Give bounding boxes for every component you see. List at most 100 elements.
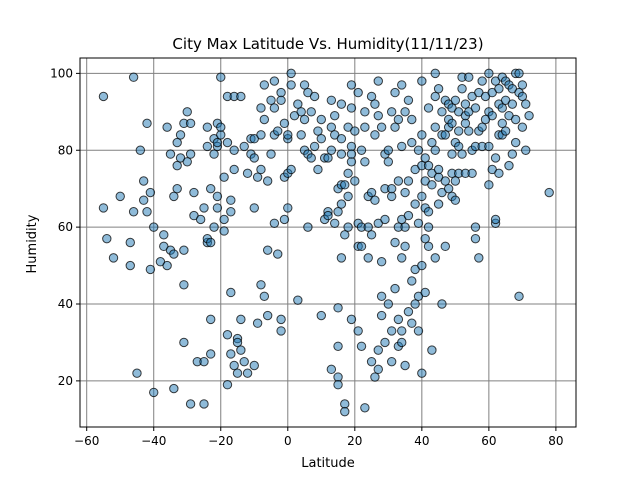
data-point [376, 122, 387, 132]
data-point [403, 306, 414, 317]
data-point [517, 122, 528, 132]
data-point [507, 149, 518, 159]
data-point [102, 233, 112, 244]
data-point [262, 245, 273, 255]
data-point [336, 149, 347, 159]
data-point [386, 107, 397, 117]
data-point [410, 199, 420, 209]
data-point [326, 95, 337, 105]
chart-title: City Max Latitude Vs. Humidity(11/11/23) [172, 35, 483, 53]
data-point [209, 149, 219, 159]
data-point [309, 141, 320, 152]
data-point [229, 360, 239, 371]
data-point [316, 310, 326, 321]
data-point [397, 141, 407, 152]
data-point [366, 91, 377, 102]
data-point [477, 76, 487, 86]
data-point [236, 91, 246, 102]
data-point [199, 203, 209, 213]
data-point [360, 403, 370, 413]
data-point [169, 191, 179, 202]
data-point [417, 368, 427, 378]
data-point [266, 95, 276, 105]
data-point [430, 145, 440, 155]
x-tick-label: 20 [347, 434, 362, 448]
data-point [413, 145, 424, 155]
data-point [333, 341, 343, 351]
data-point [497, 103, 507, 113]
data-point [128, 72, 139, 82]
data-point [380, 214, 390, 225]
x-tick-label: 80 [548, 434, 563, 448]
data-point [259, 291, 270, 302]
data-point [142, 207, 152, 217]
x-axis-label: Latitude [301, 456, 355, 471]
data-point [390, 283, 400, 294]
data-point [433, 199, 444, 209]
data-point [169, 249, 179, 259]
data-point [390, 122, 400, 132]
data-point [286, 68, 296, 79]
data-point [293, 99, 303, 109]
data-point [330, 218, 340, 228]
data-point [206, 314, 216, 325]
data-point [440, 176, 450, 186]
data-point [447, 118, 457, 129]
data-point [296, 130, 306, 140]
data-point [316, 134, 326, 144]
data-point [279, 214, 290, 225]
data-point [517, 80, 528, 90]
data-point [226, 349, 236, 359]
data-point [269, 218, 280, 228]
data-point [202, 141, 213, 152]
data-point [514, 68, 524, 79]
data-point [386, 191, 397, 202]
data-point [407, 318, 417, 328]
data-point [420, 233, 430, 244]
data-point [336, 199, 347, 209]
data-point [206, 349, 216, 359]
data-point [128, 207, 139, 217]
data-point [490, 214, 501, 225]
data-point [373, 110, 383, 121]
data-point [239, 356, 249, 367]
data-point [376, 310, 387, 321]
data-point [450, 95, 461, 105]
data-point [464, 126, 474, 136]
data-point [417, 260, 427, 271]
data-point [216, 130, 226, 140]
data-point [313, 164, 323, 175]
data-point [249, 153, 259, 163]
data-point [383, 299, 394, 309]
data-point [212, 137, 223, 148]
data-point [380, 337, 390, 348]
data-point [427, 137, 437, 148]
data-point [206, 237, 216, 248]
data-point [209, 222, 219, 232]
data-point [397, 337, 407, 348]
data-point [262, 176, 273, 186]
data-point [454, 141, 464, 152]
scatter-points [98, 68, 554, 417]
data-point [437, 107, 447, 117]
data-point [376, 291, 387, 302]
data-point [226, 287, 236, 298]
data-point [212, 191, 223, 202]
data-point [510, 137, 521, 148]
x-tick-label: −20 [208, 434, 233, 448]
data-point [336, 99, 347, 109]
data-point [276, 87, 286, 98]
data-point [283, 130, 293, 140]
data-point [326, 364, 337, 375]
data-point [474, 253, 484, 263]
data-point [360, 107, 370, 117]
data-point [303, 222, 313, 232]
data-point [340, 230, 350, 240]
data-point [366, 230, 377, 240]
data-point [470, 103, 481, 113]
data-point [108, 253, 119, 263]
data-point [279, 118, 290, 129]
data-point [353, 326, 363, 336]
data-point [350, 176, 360, 186]
